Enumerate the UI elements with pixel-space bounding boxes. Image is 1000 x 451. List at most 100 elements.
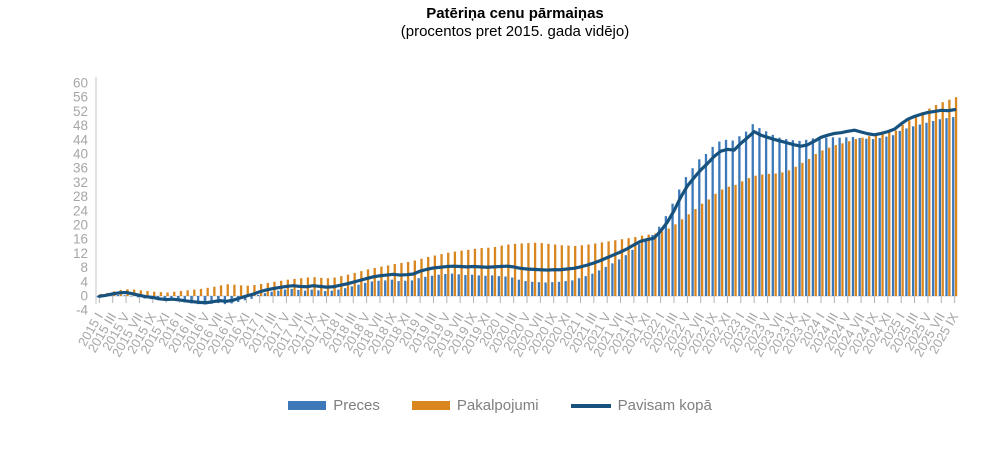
bar-preces: [123, 295, 126, 296]
y-tick-label: 32: [73, 175, 88, 190]
bar-preces: [738, 136, 741, 296]
bar-pakalpojumi: [700, 203, 704, 296]
total-line: [97, 108, 957, 305]
y-tick-label: 16: [73, 232, 88, 247]
bar-preces: [524, 281, 527, 296]
bar-preces: [504, 276, 507, 296]
bar-preces: [317, 290, 320, 296]
bar-pakalpojumi: [640, 235, 644, 296]
bar-pakalpojumi: [427, 256, 430, 296]
legend-item-pavisam-kopa[interactable]: Pavisam kopā: [570, 397, 712, 414]
bar-preces: [257, 294, 260, 296]
bar-preces: [651, 234, 654, 296]
y-tick-label: 8: [80, 260, 88, 275]
y-tick-label: 52: [73, 104, 88, 119]
chart-title: Patēriņa cenu pārmaiņas: [426, 5, 604, 22]
bar-pakalpojumi: [954, 97, 958, 296]
bar-pakalpojumi: [741, 181, 744, 296]
bar-preces: [671, 203, 674, 296]
bar-preces: [858, 138, 861, 296]
bar-pakalpojumi: [406, 261, 410, 296]
bar-pakalpojumi: [507, 244, 510, 296]
y-tick-label: 28: [73, 189, 88, 204]
bar-preces: [785, 139, 788, 296]
bar-preces: [597, 270, 601, 296]
bar-pakalpojumi: [687, 214, 690, 296]
bar-preces: [624, 255, 627, 296]
pakalpojumi-swatch-icon: [411, 401, 450, 410]
bar-pakalpojumi: [848, 141, 851, 296]
bar-preces: [343, 288, 347, 296]
bar-pakalpojumi: [153, 291, 156, 296]
bar-preces: [464, 275, 467, 296]
bar-preces: [377, 280, 380, 296]
bar-preces: [825, 137, 828, 296]
bar-pakalpojumi: [146, 291, 149, 296]
bar-pakalpojumi: [386, 265, 390, 296]
y-tick-label: 0: [80, 289, 88, 304]
bar-pakalpojumi: [440, 254, 443, 296]
bar-preces: [277, 290, 280, 296]
bar-preces: [290, 288, 293, 296]
bar-pakalpojumi: [433, 255, 437, 296]
bar-pakalpojumi: [941, 102, 944, 296]
bar-pakalpojumi: [807, 158, 811, 296]
bar-preces: [845, 137, 848, 296]
bar-pakalpojumi: [460, 250, 463, 296]
legend: Preces Pakalpojumi Pavisam kopā: [30, 397, 970, 414]
bar-pakalpojumi: [373, 267, 376, 296]
bar-pakalpojumi: [874, 134, 878, 296]
bar-preces: [591, 273, 594, 296]
bar-preces: [691, 168, 694, 296]
bar-preces: [303, 290, 307, 296]
bar-preces: [684, 177, 688, 296]
bar-pakalpojumi: [587, 244, 590, 296]
bar-preces: [190, 296, 193, 304]
bar-pakalpojumi: [914, 115, 918, 296]
bar-preces: [664, 216, 668, 296]
bar-preces: [424, 276, 427, 296]
bar-pakalpojumi: [513, 243, 517, 296]
bar-pakalpojumi: [934, 105, 938, 296]
bar-preces: [932, 120, 935, 296]
bar-preces: [364, 282, 367, 296]
bar-preces: [110, 295, 113, 297]
bar-preces: [952, 117, 955, 296]
bar-pakalpojumi: [567, 245, 570, 296]
y-tick-label: 24: [73, 203, 89, 218]
bar-preces: [731, 140, 734, 296]
bar-pakalpojumi: [380, 266, 383, 296]
bar-pakalpojumi: [480, 248, 483, 296]
bar-preces: [905, 128, 908, 296]
bar-pakalpojumi: [854, 139, 857, 296]
bar-preces: [490, 275, 494, 296]
bar-preces: [330, 290, 333, 296]
bar-preces: [865, 138, 868, 296]
bar-pakalpojumi: [767, 173, 771, 296]
bar-pakalpojumi: [353, 272, 356, 296]
bar-pakalpojumi: [447, 252, 450, 296]
bar-preces: [638, 244, 641, 296]
bar-preces: [370, 281, 374, 296]
bar-preces: [310, 289, 313, 296]
bar-preces: [871, 139, 875, 296]
bar-pakalpojumi: [213, 286, 216, 296]
bar-preces: [938, 119, 942, 297]
legend-item-pakalpojumi[interactable]: Pakalpojumi: [411, 397, 539, 414]
bar-pakalpojumi: [694, 209, 697, 296]
bar-preces: [136, 296, 140, 298]
bar-preces: [577, 278, 581, 296]
bar-preces: [430, 275, 434, 296]
bar-preces: [751, 124, 754, 297]
bar-preces: [250, 296, 253, 299]
legend-item-preces[interactable]: Preces: [288, 397, 380, 414]
bar-preces: [631, 249, 634, 296]
bar-pakalpojumi: [814, 154, 817, 296]
bar-pakalpojumi: [594, 243, 597, 296]
bar-preces: [457, 274, 460, 296]
bar-preces: [557, 281, 561, 296]
y-tick-label: 4: [80, 274, 88, 289]
bar-preces: [477, 275, 480, 296]
bar-preces: [771, 134, 774, 296]
bar-pakalpojumi: [634, 237, 637, 296]
